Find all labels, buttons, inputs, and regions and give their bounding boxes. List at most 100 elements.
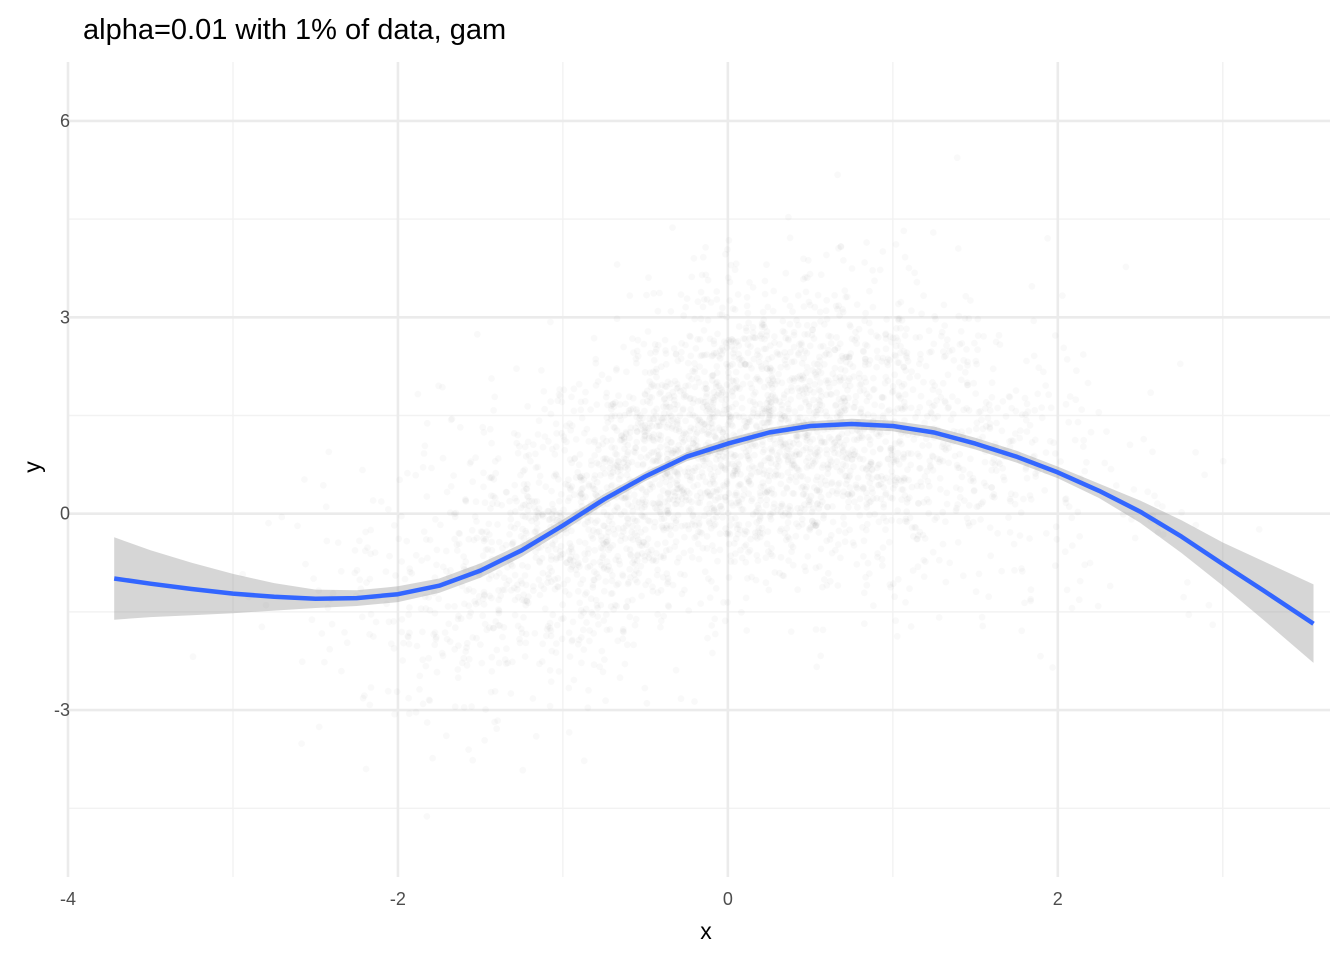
scatter-point <box>1006 393 1013 400</box>
scatter-point <box>988 484 995 491</box>
scatter-point <box>631 492 638 499</box>
scatter-point <box>949 347 956 354</box>
scatter-point <box>883 316 890 323</box>
scatter-point <box>710 352 717 359</box>
scatter-point <box>512 597 519 604</box>
scatter-point <box>945 460 952 467</box>
scatter-point <box>579 415 586 422</box>
scatter-point <box>739 496 746 503</box>
scatter-point <box>766 467 773 474</box>
scatter-point <box>440 455 447 462</box>
scatter-point <box>715 390 722 397</box>
scatter-point <box>488 440 495 447</box>
x-tick-label: -2 <box>390 889 406 909</box>
scatter-point <box>649 583 656 590</box>
scatter-point <box>450 472 457 479</box>
scatter-point <box>538 367 545 374</box>
scatter-point <box>712 521 719 528</box>
scatter-point <box>836 378 843 385</box>
scatter-point <box>891 593 898 600</box>
scatter-point <box>639 513 646 520</box>
scatter-point <box>882 330 889 337</box>
scatter-point <box>994 530 1001 537</box>
scatter-point <box>479 529 486 536</box>
scatter-point <box>667 532 674 539</box>
scatter-point <box>797 376 804 383</box>
scatter-point <box>1000 474 1007 481</box>
scatter-point <box>800 276 807 283</box>
scatter-point <box>1073 367 1080 374</box>
scatter-point <box>820 515 827 522</box>
scatter-point <box>745 310 752 317</box>
scatter-point <box>626 614 633 621</box>
scatter-point <box>1007 496 1014 503</box>
scatter-point <box>840 257 847 264</box>
scatter-point <box>588 532 595 539</box>
scatter-point <box>645 328 652 335</box>
scatter-point <box>385 506 392 513</box>
x-tick-label: -4 <box>60 889 76 909</box>
scatter-point <box>1127 441 1134 448</box>
scatter-point <box>472 513 479 520</box>
scatter-point <box>685 360 692 367</box>
scatter-point <box>665 436 672 443</box>
scatter-point <box>880 504 887 511</box>
y-tick-label: 3 <box>60 307 70 327</box>
scatter-point <box>931 313 938 320</box>
scatter-point <box>791 332 798 339</box>
scatter-point <box>534 498 541 505</box>
scatter-point <box>646 378 653 385</box>
scatter-point <box>470 588 477 595</box>
scatter-point <box>1078 406 1085 413</box>
scatter-point <box>1024 401 1031 408</box>
scatter-point <box>688 498 695 505</box>
scatter-point <box>654 383 661 390</box>
scatter-point <box>942 518 949 525</box>
scatter-point <box>654 567 661 574</box>
scatter-point <box>556 668 563 675</box>
scatter-point <box>726 418 733 425</box>
scatter-point <box>713 296 720 303</box>
scatter-point <box>609 482 616 489</box>
scatter-point <box>424 719 431 726</box>
scatter-point <box>1040 369 1047 376</box>
scatter-point <box>444 489 451 496</box>
scatter-point <box>1044 235 1051 242</box>
scatter-point <box>771 500 778 507</box>
scatter-point <box>488 689 495 696</box>
scatter-point <box>1072 396 1079 403</box>
scatter-point <box>445 603 452 610</box>
scatter-point <box>593 401 600 408</box>
scatter-point <box>433 562 440 569</box>
scatter-point <box>818 474 825 481</box>
scatter-point <box>708 493 715 500</box>
scatter-point <box>812 522 819 529</box>
scatter-point <box>644 700 651 707</box>
scatter-point <box>597 472 604 479</box>
scatter-point <box>780 490 787 497</box>
scatter-point <box>685 607 692 614</box>
scatter-point <box>841 287 848 294</box>
scatter-point <box>1069 605 1076 612</box>
scatter-point <box>1049 664 1056 671</box>
scatter-point <box>737 547 744 554</box>
scatter-point <box>564 577 571 584</box>
scatter-point <box>532 515 539 522</box>
scatter-point <box>695 298 702 305</box>
scatter-point <box>878 430 885 437</box>
scatter-point <box>558 430 565 437</box>
scatter-point <box>447 638 454 645</box>
scatter-point <box>792 408 799 415</box>
scatter-point <box>748 413 755 420</box>
scatter-point <box>717 347 724 354</box>
scatter-point <box>608 473 615 480</box>
scatter-point <box>713 408 720 415</box>
scatter-point <box>916 453 923 460</box>
scatter-point <box>532 451 539 458</box>
scatter-point <box>568 638 575 645</box>
scatter-point <box>920 557 927 564</box>
scatter-point <box>936 614 943 621</box>
scatter-point <box>753 422 760 429</box>
scatter-point <box>471 537 478 544</box>
scatter-point <box>833 303 840 310</box>
